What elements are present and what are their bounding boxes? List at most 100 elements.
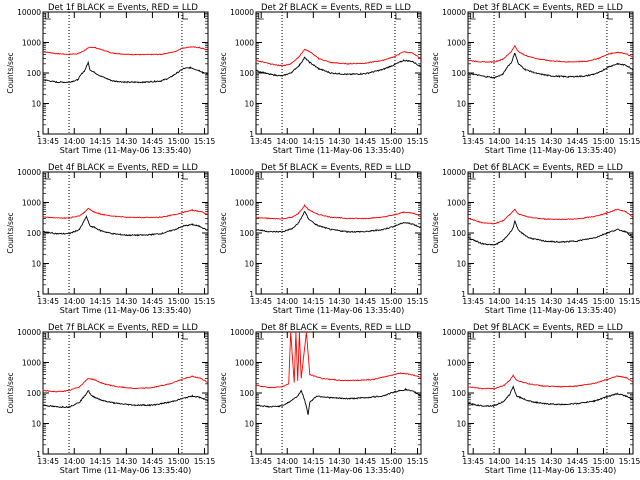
x-tick-label: 14:30 <box>541 457 563 466</box>
events-series-line <box>42 214 208 237</box>
y-tick-label: 10 <box>456 100 466 109</box>
x-tick-label: 14:15 <box>90 457 112 466</box>
x-tick-label: 14:30 <box>329 457 351 466</box>
panel-title: Det 1f BLACK = Events, RED = LLD <box>48 3 198 13</box>
y-tick-label: 1000 <box>22 199 41 208</box>
y-tick-label: 100 <box>240 389 255 398</box>
x-tick-label: 15:15 <box>194 457 216 466</box>
y-axis-label: Counts/sec <box>6 372 15 413</box>
x-tick-label: 13:45 <box>462 137 484 146</box>
detector-panel-2: Det 2f BLACK = Events, RED = LLD 1 10 100 10… <box>219 3 429 155</box>
attenuator-marker <box>470 333 476 340</box>
attenuator-marker <box>470 173 476 180</box>
y-tick-label: 1 <box>461 130 466 139</box>
y-tick-label: 10000 <box>230 328 254 337</box>
x-tick-label: 15:15 <box>407 457 429 466</box>
x-tick-label: 14:45 <box>355 137 377 146</box>
y-axis-label: Counts/sec <box>431 212 440 253</box>
lld-series-line <box>467 208 634 225</box>
x-axis-label: Start Time (11-May-06 13:35:40) <box>485 306 616 315</box>
detector-panel-9: Det 9f BLACK = Events, RED = LLD 1 10 100 10… <box>431 323 640 475</box>
attenuator-marker <box>45 173 51 180</box>
y-tick-label: 1000 <box>22 359 41 368</box>
attenuator-marker <box>258 173 264 180</box>
y-tick-label: 10000 <box>442 168 466 177</box>
detector-panel-1: Det 1f BLACK = Events, RED = LLD 1 10 100 10… <box>6 3 216 155</box>
plot-frame <box>255 171 422 295</box>
y-tick-label: 10000 <box>230 168 254 177</box>
y-tick-label: 10000 <box>17 168 41 177</box>
x-tick-label: 15:00 <box>168 457 190 466</box>
y-axis-label: Counts/sec <box>219 52 228 93</box>
y-tick-label: 100 <box>452 229 467 238</box>
plot-frame <box>255 331 422 455</box>
x-axis-label: Start Time (11-May-06 13:35:40) <box>273 466 404 475</box>
y-tick-label: 10000 <box>17 328 41 337</box>
x-axis-label: Start Time (11-May-06 13:35:40) <box>485 146 616 155</box>
y-tick-label: 10 <box>31 420 41 429</box>
attenuator-marker <box>607 173 613 180</box>
attenuator-marker <box>395 333 401 340</box>
x-tick-label: 13:45 <box>37 137 59 146</box>
detector-panel-8: Det 8f BLACK = Events, RED = LLD 1 10 100 10… <box>219 323 429 475</box>
x-axis-label: Start Time (11-May-06 13:35:40) <box>485 466 616 475</box>
x-tick-label: 14:15 <box>303 297 325 306</box>
x-axis-label: Start Time (11-May-06 13:35:40) <box>60 466 191 475</box>
y-tick-label: 100 <box>27 229 42 238</box>
x-tick-label: 15:00 <box>381 137 403 146</box>
y-tick-label: 1000 <box>235 359 254 368</box>
x-tick-label: 14:00 <box>276 297 298 306</box>
y-tick-label: 10 <box>31 260 41 269</box>
lld-series-line <box>42 375 208 393</box>
x-tick-label: 14:45 <box>142 137 164 146</box>
attenuator-marker <box>182 333 188 340</box>
attenuator-marker <box>182 173 188 180</box>
panel-title: Det 9f BLACK = Events, RED = LLD <box>473 323 623 333</box>
y-tick-label: 10 <box>456 420 466 429</box>
attenuator-marker <box>45 13 51 20</box>
events-series-line <box>467 385 633 408</box>
detector-panel-3: Det 3f BLACK = Events, RED = LLD 1 10 100 10… <box>431 3 640 155</box>
events-series-line <box>255 387 421 415</box>
lld-series-line <box>42 207 208 219</box>
attenuator-marker <box>395 173 401 180</box>
x-tick-label: 15:15 <box>194 297 216 306</box>
y-tick-label: 1 <box>249 450 254 459</box>
x-tick-label: 15:15 <box>619 297 640 306</box>
panel-title: Det 8f BLACK = Events, RED = LLD <box>261 323 411 333</box>
lld-series-line <box>43 46 209 56</box>
x-axis-label: Start Time (11-May-06 13:35:40) <box>60 306 191 315</box>
attenuator-marker <box>470 13 476 20</box>
x-tick-label: 14:15 <box>515 297 537 306</box>
y-tick-label: 1000 <box>235 39 254 48</box>
x-tick-label: 15:15 <box>407 297 429 306</box>
attenuator-marker <box>45 333 51 340</box>
plot-frame <box>467 11 634 135</box>
x-tick-label: 14:00 <box>488 137 510 146</box>
x-tick-label: 14:15 <box>90 297 112 306</box>
x-tick-label: 15:00 <box>381 297 403 306</box>
events-series-line <box>255 210 422 233</box>
x-tick-label: 14:00 <box>63 457 85 466</box>
y-axis-label: Counts/sec <box>219 372 228 413</box>
events-series-line <box>467 52 634 79</box>
x-tick-label: 15:00 <box>168 137 190 146</box>
x-tick-label: 14:00 <box>276 457 298 466</box>
detector-panel-6: Det 6f BLACK = Events, RED = LLD 1 10 100 10… <box>431 163 640 315</box>
y-tick-label: 100 <box>240 229 255 238</box>
y-tick-label: 100 <box>452 389 467 398</box>
panel-title: Det 5f BLACK = Events, RED = LLD <box>261 163 411 173</box>
y-tick-label: 1000 <box>447 359 466 368</box>
lld-series-line <box>467 45 633 64</box>
x-tick-label: 15:00 <box>168 297 190 306</box>
lld-series-line <box>255 331 422 389</box>
x-tick-label: 15:00 <box>381 457 403 466</box>
y-tick-label: 10000 <box>17 8 41 17</box>
y-tick-label: 1 <box>36 290 41 299</box>
attenuator-marker <box>258 13 264 20</box>
attenuator-marker <box>182 13 188 20</box>
y-axis-label: Counts/sec <box>6 52 15 93</box>
x-tick-label: 13:45 <box>250 137 272 146</box>
x-tick-label: 14:45 <box>142 457 164 466</box>
x-tick-label: 15:15 <box>194 137 216 146</box>
